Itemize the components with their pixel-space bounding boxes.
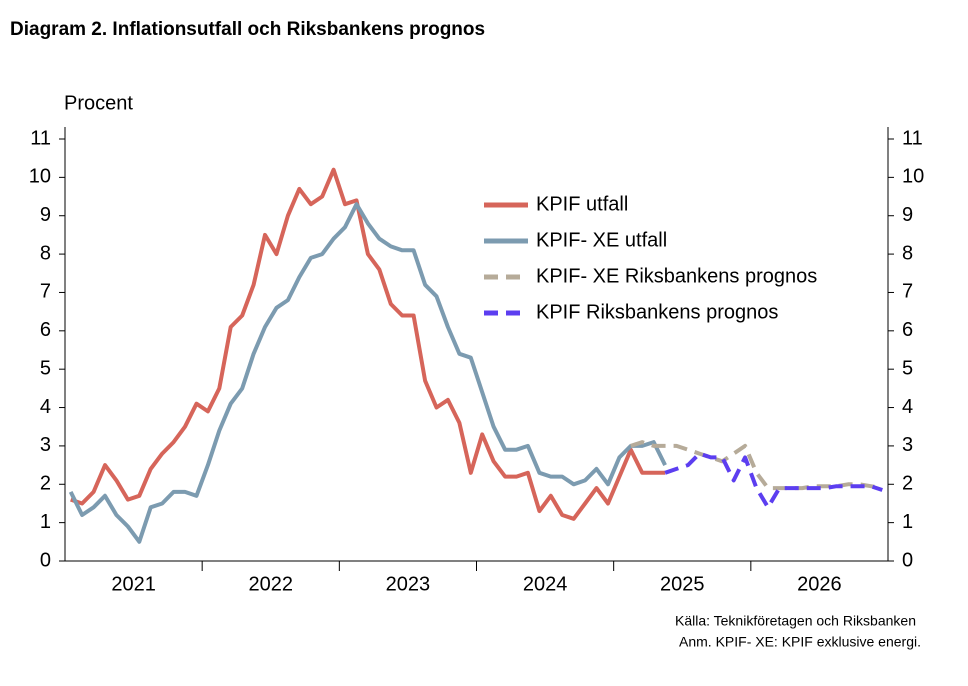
chart-title: Diagram 2. Inflationsutfall och Riksbank… — [10, 19, 485, 40]
y-tick-label: 3 — [40, 434, 51, 456]
y2-tick-label: 4 — [902, 396, 913, 418]
y2-tick-label: 10 — [902, 166, 924, 188]
y2-tick-label: 3 — [902, 434, 913, 456]
series-line — [70, 167, 666, 521]
series-line — [68, 202, 667, 544]
y-tick-label: 10 — [29, 166, 51, 188]
y-tick-label: 6 — [40, 319, 51, 341]
x-tick-label: 2022 — [249, 573, 294, 595]
legend-label: KPIF- XE utfall — [536, 229, 667, 251]
footnote: Anm. KPIF- XE: KPIF exklusive energi. — [679, 634, 921, 650]
y-axis-label: Procent — [64, 92, 133, 114]
y2-tick-label: 9 — [902, 204, 913, 226]
y-tick-label: 0 — [40, 549, 51, 571]
y2-tick-label: 7 — [902, 281, 913, 303]
y2-tick-label: 1 — [902, 511, 913, 533]
y-tick-label: 1 — [40, 511, 51, 533]
y2-tick-label: 0 — [902, 549, 913, 571]
x-tick-label: 2025 — [660, 573, 705, 595]
legend-label: KPIF utfall — [536, 193, 628, 215]
x-tick-label: 2024 — [523, 573, 568, 595]
y2-tick-label: 2 — [902, 473, 913, 495]
y-tick-label: 7 — [40, 281, 51, 303]
source-note: Källa: Teknikföretagen och Riksbanken — [675, 613, 916, 629]
y-tick-label: 8 — [40, 242, 51, 264]
x-tick-label: 2021 — [111, 573, 156, 595]
x-tick-label: 2023 — [386, 573, 431, 595]
legend-label: KPIF Riksbankens prognos — [536, 301, 778, 323]
series-line — [664, 451, 883, 510]
y-tick-label: 9 — [40, 204, 51, 226]
y2-tick-label: 6 — [902, 319, 913, 341]
y-tick-label: 5 — [40, 357, 51, 379]
x-tick-label: 2026 — [797, 573, 842, 595]
legend-label: KPIF- XE Riksbankens prognos — [536, 265, 817, 287]
y2-tick-label: 5 — [902, 357, 913, 379]
series-line — [630, 440, 883, 491]
y2-tick-label: 8 — [902, 242, 913, 264]
y2-tick-label: 11 — [902, 127, 923, 149]
y-tick-label: 4 — [40, 396, 51, 418]
y-tick-label: 2 — [40, 473, 51, 495]
y-tick-label: 11 — [30, 127, 51, 149]
